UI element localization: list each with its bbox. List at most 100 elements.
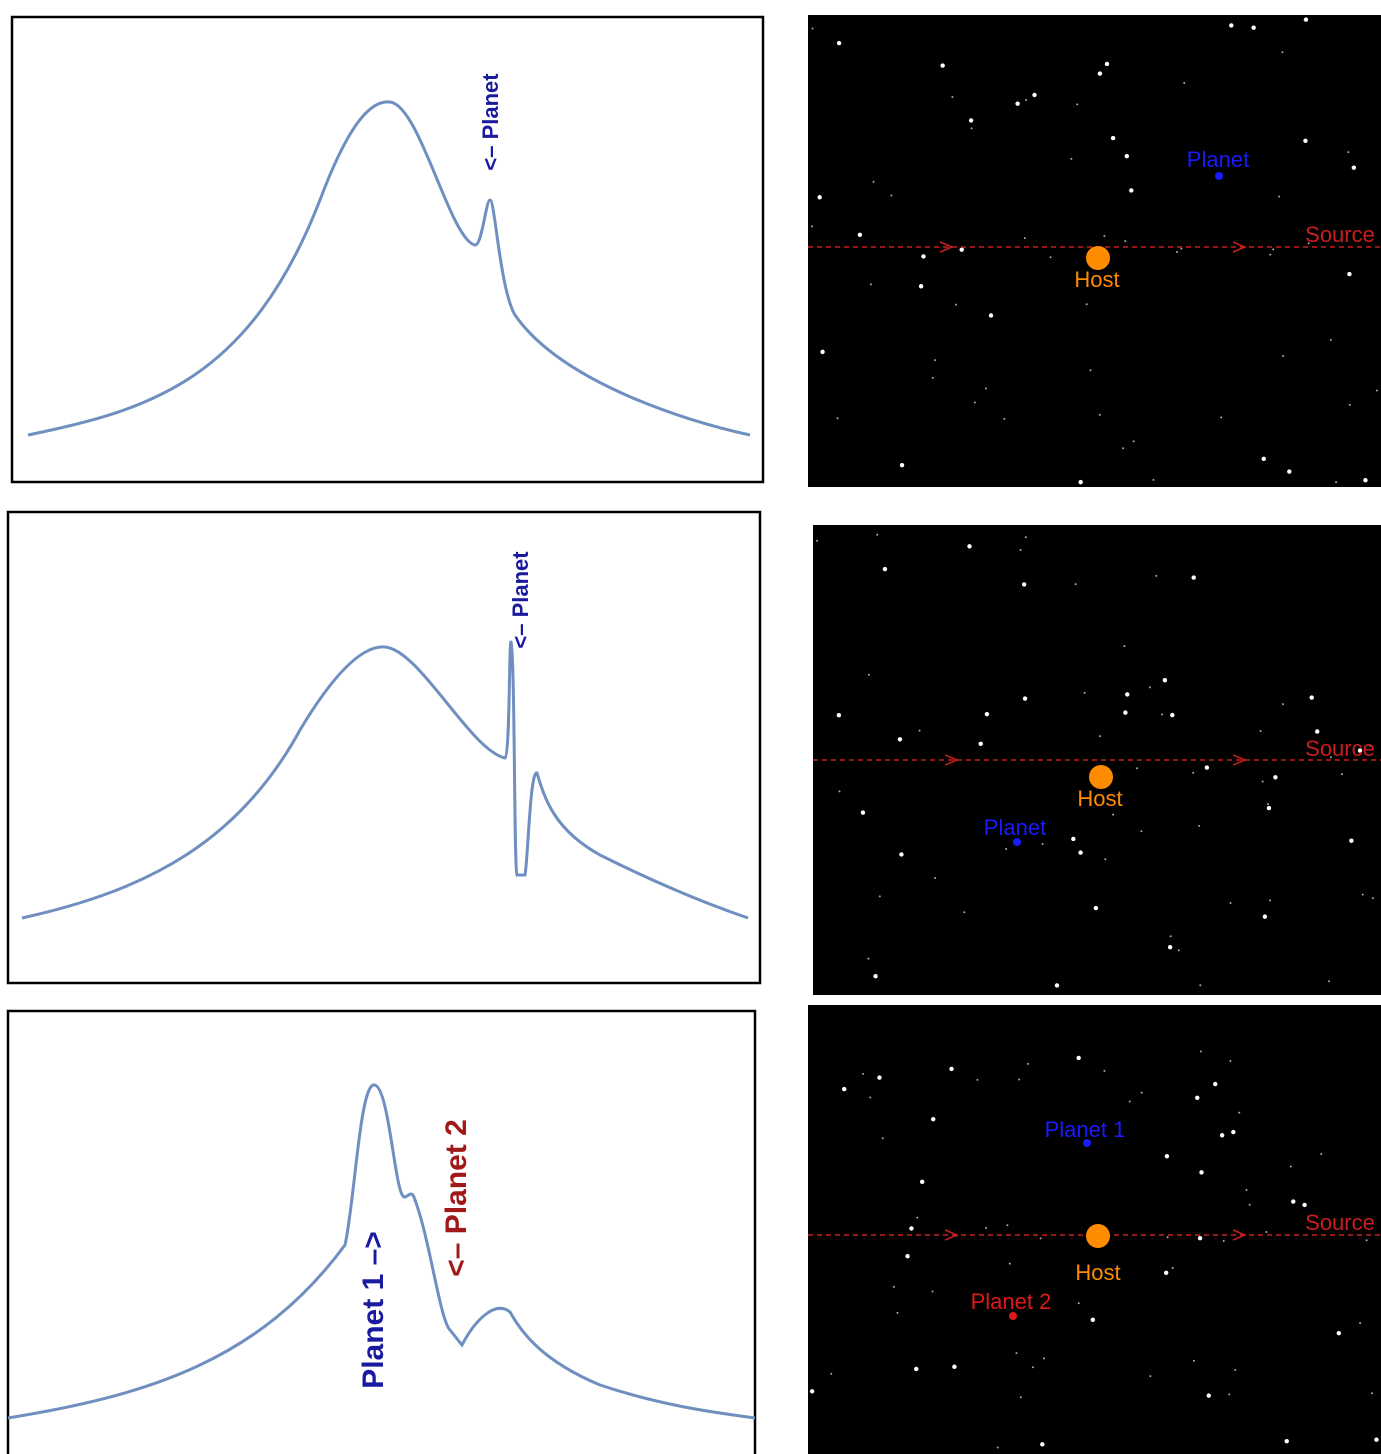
star [1110,135,1116,141]
star [1213,1081,1218,1087]
star [1272,248,1275,251]
star [1123,710,1128,715]
star [1229,901,1232,904]
star [1171,1266,1174,1269]
star [1284,1438,1289,1444]
star [877,1075,882,1080]
star [1041,843,1044,846]
star-field [809,1050,1379,1449]
star [869,1096,872,1099]
star [1351,165,1357,170]
star [1148,686,1151,689]
light-curve [7,1083,756,1420]
host-star [1086,246,1110,270]
star [896,1311,899,1314]
star [869,283,872,286]
star [1261,456,1266,462]
star [968,118,974,123]
star [1278,195,1281,198]
curve-frame [6,510,762,985]
star [1192,771,1195,774]
star [976,1078,979,1081]
star [1347,151,1350,154]
star [1175,251,1178,254]
star [1103,234,1106,237]
star [1349,838,1354,843]
star [842,1086,847,1092]
star [1315,729,1320,734]
star [1042,1357,1045,1360]
planet [1009,1312,1017,1320]
star [949,1066,954,1072]
star [1024,536,1027,539]
star [1039,1237,1042,1240]
star [1019,1396,1022,1399]
star [1303,17,1309,22]
star [867,673,870,676]
star [1078,479,1083,485]
star-field [816,533,1374,988]
star [838,790,841,793]
star [973,401,976,404]
star [1180,247,1183,250]
star [931,1116,936,1122]
star [1287,469,1292,474]
host-label: Host [1074,267,1119,292]
star [1261,780,1264,783]
star [1093,905,1099,911]
star [1197,1235,1203,1241]
star [830,1372,833,1375]
star [817,195,822,200]
star [1347,271,1352,277]
star [816,539,819,542]
arrow [939,241,1247,253]
star [1104,858,1107,861]
star [921,254,926,259]
planet-label: Planet 2 [971,1289,1052,1314]
star [867,957,870,960]
star [1309,695,1314,700]
star [1228,1393,1231,1396]
star [1074,583,1077,586]
star [1129,188,1134,193]
star [934,877,937,880]
curve-label: <– Planet [508,551,533,649]
star [1177,949,1180,952]
star [1328,980,1331,983]
star [1090,1317,1095,1322]
star [1124,240,1127,243]
star [1220,416,1223,419]
star [1054,983,1060,988]
star [1124,153,1130,159]
arrow [944,754,1247,766]
star [1097,71,1103,76]
planet [1215,172,1223,180]
star [1340,773,1343,776]
planet [1013,838,1021,846]
star [1206,1393,1211,1398]
star [1049,256,1052,259]
star [836,40,842,46]
star [1291,1199,1296,1204]
star [1269,899,1272,902]
star [1199,1050,1202,1053]
star [1076,1055,1081,1061]
planet-label: Planet [984,815,1046,840]
star [931,1290,934,1293]
star [811,27,814,30]
star [1098,735,1101,738]
star [1112,813,1115,816]
star [1266,803,1269,806]
star [955,303,958,306]
host-label: Host [1077,786,1122,811]
star [1132,440,1135,443]
star [978,741,983,747]
star [1199,984,1202,987]
star [1003,417,1006,420]
source-label: Source [1305,222,1375,247]
star [1128,1100,1131,1103]
star [836,712,842,718]
star [1160,713,1163,716]
star [1152,478,1155,481]
